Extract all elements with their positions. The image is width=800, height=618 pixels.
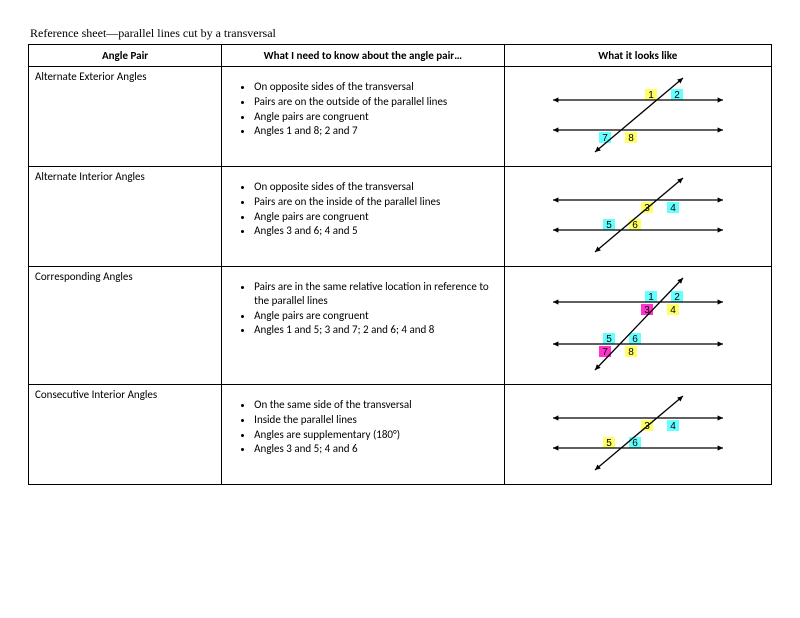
notes-list: On opposite sides of the transversalPair…: [236, 80, 497, 138]
notes-list: Pairs are in the same relative location …: [236, 280, 497, 337]
transversal-diagram: 1 2 7 8: [533, 72, 743, 158]
angle-label: 3: [644, 421, 650, 432]
angle-pair-name: Corresponding Angles: [35, 270, 215, 283]
note-item: Angles 3 and 5; 4 and 6: [254, 442, 497, 456]
cell-notes: On opposite sides of the transversalPair…: [222, 67, 504, 167]
note-item: On opposite sides of the transversal: [254, 80, 497, 94]
angle-pair-name: Consecutive Interior Angles: [35, 388, 215, 401]
sheet-title: Reference sheet—parallel lines cut by a …: [30, 26, 772, 41]
table-row: Consecutive Interior Angles On the same s…: [29, 385, 772, 485]
header-need-to-know: What I need to know about the angle pair…: [222, 45, 504, 67]
cell-angle-pair: Corresponding Angles: [29, 267, 222, 385]
angle-label: 1: [648, 292, 654, 303]
angle-label: 2: [674, 292, 680, 303]
angle-label: 6: [632, 220, 638, 231]
note-item: Angles 1 and 5; 3 and 7; 2 and 6; 4 and …: [254, 323, 497, 337]
note-item: Inside the parallel lines: [254, 413, 497, 427]
cell-diagram: 1 2 3 4 5 6 7 8: [504, 267, 772, 385]
angle-label: 6: [632, 334, 638, 345]
cell-diagram: 3 4 5 6: [504, 385, 772, 485]
angle-label: 4: [670, 203, 676, 214]
page: Reference sheet—parallel lines cut by a …: [0, 0, 800, 618]
note-item: Pairs are in the same relative location …: [254, 280, 497, 308]
note-item: Pairs are on the inside of the parallel …: [254, 195, 497, 209]
cell-notes: On the same side of the transversalInsid…: [222, 385, 504, 485]
cell-angle-pair: Alternate Exterior Angles: [29, 67, 222, 167]
note-item: Angles are supplementary (180°): [254, 428, 497, 442]
angle-label: 4: [670, 305, 676, 316]
table-row: Corresponding Angles Pairs are in the sam…: [29, 267, 772, 385]
cell-diagram: 1 2 7 8: [504, 67, 772, 167]
notes-list: On the same side of the transversalInsid…: [236, 398, 497, 456]
cell-angle-pair: Consecutive Interior Angles: [29, 385, 222, 485]
note-item: Pairs are on the outside of the parallel…: [254, 95, 497, 109]
cell-diagram: 3 4 5 6: [504, 167, 772, 267]
header-angle-pair: Angle Pair: [29, 45, 222, 67]
transversal-diagram: 3 4 5 6: [533, 172, 743, 258]
angle-label: 5: [606, 438, 612, 449]
cell-notes: Pairs are in the same relative location …: [222, 267, 504, 385]
angle-label: 4: [670, 421, 676, 432]
angle-label: 7: [602, 133, 608, 144]
angle-label: 3: [644, 203, 650, 214]
table-row: Alternate Exterior Angles On opposite sid…: [29, 67, 772, 167]
transversal-diagram: 3 4 5 6: [533, 390, 743, 476]
note-item: On opposite sides of the transversal: [254, 180, 497, 194]
table-body: Alternate Exterior Angles On opposite sid…: [29, 67, 772, 485]
note-item: On the same side of the transversal: [254, 398, 497, 412]
transversal-diagram: 1 2 3 4 5 6 7 8: [533, 272, 743, 376]
angle-label: 5: [606, 334, 612, 345]
header-looks-like: What it looks like: [504, 45, 772, 67]
angle-label: 7: [602, 347, 608, 358]
angle-pair-name: Alternate Interior Angles: [35, 170, 215, 183]
cell-angle-pair: Alternate Interior Angles: [29, 167, 222, 267]
reference-table: Angle Pair What I need to know about the…: [28, 44, 772, 485]
angle-label: 6: [632, 438, 638, 449]
angle-label: 5: [606, 220, 612, 231]
angle-label: 8: [628, 133, 634, 144]
notes-list: On opposite sides of the transversalPair…: [236, 180, 497, 238]
table-row: Alternate Interior Angles On opposite sid…: [29, 167, 772, 267]
note-item: Angles 1 and 8; 2 and 7: [254, 124, 497, 138]
angle-label: 8: [628, 347, 634, 358]
angle-pair-name: Alternate Exterior Angles: [35, 70, 215, 83]
angle-label: 3: [644, 305, 650, 316]
angle-label: 2: [674, 90, 680, 101]
note-item: Angle pairs are congruent: [254, 309, 497, 323]
note-item: Angles 3 and 6; 4 and 5: [254, 224, 497, 238]
note-item: Angle pairs are congruent: [254, 110, 497, 124]
angle-label: 1: [648, 90, 654, 101]
cell-notes: On opposite sides of the transversalPair…: [222, 167, 504, 267]
note-item: Angle pairs are congruent: [254, 210, 497, 224]
